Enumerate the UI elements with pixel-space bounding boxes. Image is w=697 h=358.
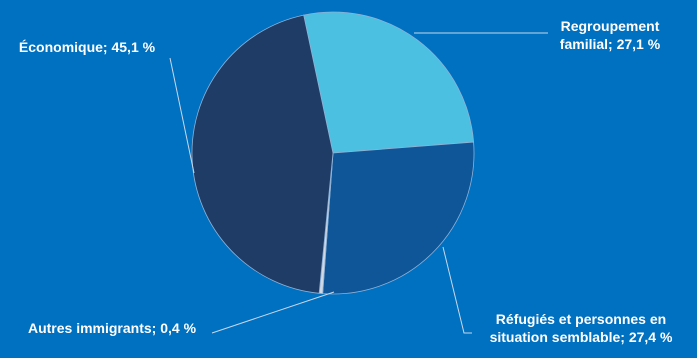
data-label-line: Réfugiés et personnes en: [496, 311, 666, 327]
leader-line-autres: [211, 291, 335, 334]
data-label-line: Autres immigrants; 0,4 %: [28, 320, 197, 336]
data-label-regroupement: Regroupement familial; 27,1 %: [560, 18, 661, 52]
leader-line-refugies: [442, 246, 472, 334]
pie-slice-economique: [191, 14, 334, 294]
data-labels: Regroupement familial; 27,1 % Réfugiés et …: [19, 18, 673, 345]
data-label-refugies: Réfugiés et personnes en situation sembla…: [490, 311, 673, 345]
data-label-line: Économique; 45,1 %: [19, 39, 156, 55]
pie-slices: [191, 11, 475, 295]
data-label-line: situation semblable; 27,4 %: [490, 329, 673, 345]
data-label-line: Regroupement: [561, 18, 660, 34]
pie-slice-regroupement: [303, 11, 475, 154]
data-label-autres: Autres immigrants; 0,4 %: [28, 320, 197, 336]
data-label-line: familial; 27,1 %: [560, 36, 661, 52]
pie-slice-refugies: [322, 141, 475, 295]
data-label-economique: Économique; 45,1 %: [19, 39, 156, 55]
leader-lines: [169, 32, 548, 334]
leader-line-economique: [169, 57, 195, 174]
